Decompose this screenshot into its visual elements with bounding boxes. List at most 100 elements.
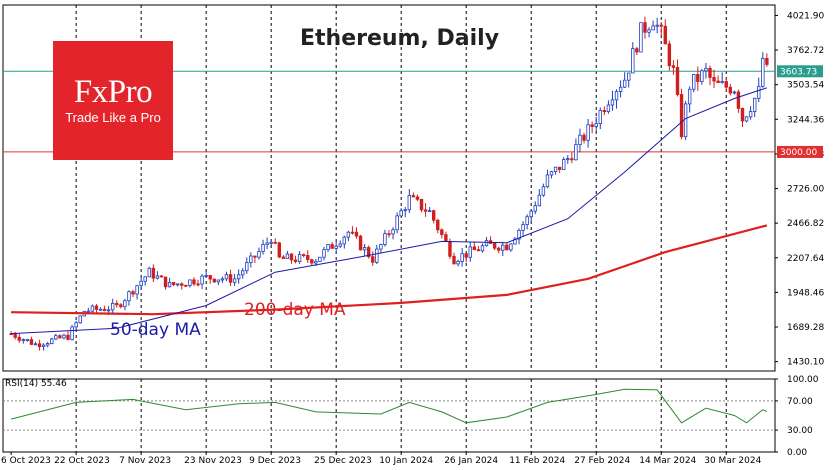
x-tick-label: 10 Jan 2024 xyxy=(379,456,433,466)
candle-body xyxy=(618,86,623,92)
candle-body xyxy=(655,24,659,27)
chart-title: Ethereum, Daily xyxy=(300,26,500,51)
candle-body xyxy=(480,245,485,252)
candle-body xyxy=(66,334,70,340)
rsi-line xyxy=(10,388,768,424)
candle-body xyxy=(310,259,314,264)
candle-body xyxy=(590,124,594,127)
candle-body xyxy=(184,284,188,287)
candle-body xyxy=(675,67,680,95)
ma50-label: 50-day MA xyxy=(110,320,201,340)
candle-body xyxy=(566,158,570,161)
candle-body xyxy=(740,108,745,122)
candle-body xyxy=(297,254,302,262)
candle-body xyxy=(17,336,21,341)
candle-body xyxy=(431,210,436,221)
candle-body xyxy=(37,343,42,347)
candle-body xyxy=(635,48,639,53)
candle-body xyxy=(391,229,395,235)
candle-body xyxy=(180,283,184,286)
candle-body xyxy=(744,116,749,122)
candle-body xyxy=(342,236,347,245)
candle-body xyxy=(261,244,265,252)
candle-body xyxy=(403,209,407,212)
candle-body xyxy=(314,260,318,264)
candle-body xyxy=(362,247,367,251)
y-tick-label: 1948.46 xyxy=(787,288,824,298)
x-tick-label: 7 Nov 2023 xyxy=(119,456,171,466)
candle-body xyxy=(220,278,225,281)
candle-body xyxy=(143,276,147,282)
candle-body xyxy=(549,171,554,176)
candle-body xyxy=(366,247,371,258)
candle-body xyxy=(147,267,151,278)
candle-body xyxy=(468,246,472,258)
candle-body xyxy=(679,94,684,138)
candle-body xyxy=(322,249,326,258)
candle-body xyxy=(196,283,200,286)
candle-body xyxy=(562,159,566,170)
x-tick-label: 23 Nov 2023 xyxy=(184,456,242,466)
candle-body xyxy=(334,245,338,249)
y-tick-label: 3503.54 xyxy=(787,81,824,91)
candle-body xyxy=(171,282,176,286)
candle-body xyxy=(602,110,607,112)
reference-price-label: 3000.00 xyxy=(780,148,817,158)
candle-body xyxy=(537,194,542,207)
candle-body xyxy=(440,229,444,236)
x-tick-label: 27 Feb 2024 xyxy=(574,456,630,466)
candle-body xyxy=(123,300,127,308)
candle-body xyxy=(106,309,111,312)
rsi-y-tick-label: 100.00 xyxy=(787,375,819,385)
candle-body xyxy=(228,274,233,283)
candle-body xyxy=(269,241,273,244)
rsi-y-tick-label: 30.00 xyxy=(787,426,813,436)
y-tick-label: 2466.82 xyxy=(787,219,824,229)
x-tick-label: 30 Mar 2024 xyxy=(704,456,761,466)
candle-body xyxy=(301,254,306,257)
candle-body xyxy=(427,210,432,213)
candle-body xyxy=(659,24,663,27)
candle-body xyxy=(415,196,420,200)
candle-body xyxy=(736,91,741,109)
candle-body xyxy=(74,322,78,328)
candle-body xyxy=(557,166,562,170)
candle-body xyxy=(212,278,216,283)
candle-body xyxy=(131,291,135,295)
candle-body xyxy=(687,88,692,105)
candle-body xyxy=(379,244,383,250)
candle-body xyxy=(761,58,765,87)
candle-body xyxy=(139,280,143,287)
candle-body xyxy=(33,343,38,346)
candle-body xyxy=(200,275,204,285)
candle-body xyxy=(399,210,403,217)
candle-body xyxy=(765,58,769,65)
candle-body xyxy=(647,29,651,33)
candle-body xyxy=(553,166,558,173)
candle-body xyxy=(245,262,249,272)
y-tick-label: 1689.28 xyxy=(787,323,824,333)
candle-body xyxy=(330,244,334,249)
candle-body xyxy=(671,65,676,68)
candle-body xyxy=(752,97,757,112)
candle-body xyxy=(627,72,631,81)
candle-body xyxy=(517,229,521,240)
rsi-panel-frame xyxy=(2,378,776,453)
candle-body xyxy=(293,259,298,262)
candle-body xyxy=(594,123,598,127)
rsi-y-tick-label: 0.00 xyxy=(787,448,807,458)
fxpro-logo: FxPro Trade Like a Pro xyxy=(53,41,173,160)
candle-body xyxy=(306,254,310,261)
candle-body xyxy=(354,231,359,237)
x-tick-label: 22 Oct 2023 xyxy=(54,456,110,466)
candle-body xyxy=(62,334,66,339)
price-panel-frame xyxy=(2,4,776,372)
candle-body xyxy=(371,256,375,263)
candle-body xyxy=(639,22,643,53)
candle-body xyxy=(102,308,107,312)
candle-body xyxy=(192,279,196,285)
candle-body xyxy=(151,267,156,279)
candle-body xyxy=(395,215,399,231)
candle-body xyxy=(667,43,672,67)
